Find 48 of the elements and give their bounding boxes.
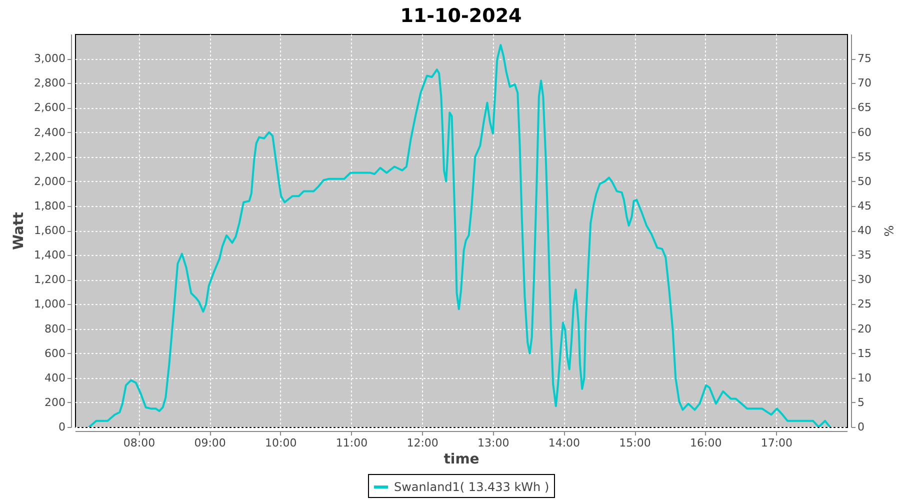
y-tick-label: 1,200 — [34, 273, 66, 286]
y2-axis-title: % — [881, 225, 896, 237]
y-tick-label: 1,800 — [34, 199, 66, 212]
y2-tick-label: 15 — [858, 346, 872, 360]
y-tick-label: 2,200 — [34, 150, 66, 164]
y-tick-label: 0 — [58, 420, 66, 434]
y2-tick-label: 60 — [858, 126, 872, 139]
y2-tick-label: 75 — [858, 52, 872, 66]
y2-tick-label: 10 — [858, 371, 872, 384]
y-tick-label: 200 — [44, 396, 66, 409]
y2-tick-label: 35 — [858, 248, 872, 262]
y2-tick-label: 40 — [858, 224, 872, 237]
x-tick-label: 13:00 — [478, 436, 510, 450]
x-tick-label: 12:00 — [406, 436, 438, 450]
y2-tick-label: 20 — [858, 322, 872, 336]
x-tick-label: 11:00 — [336, 436, 368, 450]
x-tick-label: 16:00 — [690, 436, 722, 450]
x-tick-label: 08:00 — [123, 436, 156, 450]
y-tick-label: 2,000 — [34, 174, 66, 188]
y-tick-label: 400 — [44, 371, 66, 384]
y2-tick-label: 30 — [858, 273, 872, 286]
x-tick-label: 14:00 — [548, 436, 580, 450]
y-tick-label: 1,400 — [34, 248, 66, 262]
y-tick-label: 1,600 — [34, 224, 66, 237]
y-tick-label: 800 — [44, 322, 66, 336]
y2-tick-label: 0 — [858, 420, 864, 434]
x-tick-label: 17:00 — [760, 436, 793, 450]
y-tick-label: 3,000 — [34, 52, 66, 66]
x-tick-label: 10:00 — [265, 436, 297, 450]
y2-tick-label: 25 — [858, 298, 872, 311]
y2-tick-label: 50 — [858, 174, 872, 188]
x-tick-label: 09:00 — [194, 436, 226, 450]
legend-label: Swanland1( 13.433 kWh ) — [394, 480, 550, 494]
y2-tick-label: 5 — [858, 396, 864, 409]
y2-tick-label: 65 — [858, 101, 872, 114]
y-tick-label: 600 — [44, 346, 66, 360]
y2-tick-label: 55 — [858, 150, 872, 164]
y2-tick-label: 70 — [858, 76, 872, 90]
y-tick-label: 2,800 — [34, 76, 66, 90]
y-tick-label: 2,600 — [34, 101, 66, 114]
x-tick-label: 15:00 — [619, 436, 651, 450]
chart-title: 11-10-2024 — [400, 5, 522, 27]
y-axis-title: Watt — [11, 212, 28, 250]
y-tick-label: 1,000 — [34, 298, 66, 311]
x-axis-title: time — [444, 452, 480, 468]
y-tick-label: 2,400 — [34, 126, 66, 139]
line-series — [88, 44, 831, 427]
y2-tick-label: 45 — [858, 199, 872, 212]
